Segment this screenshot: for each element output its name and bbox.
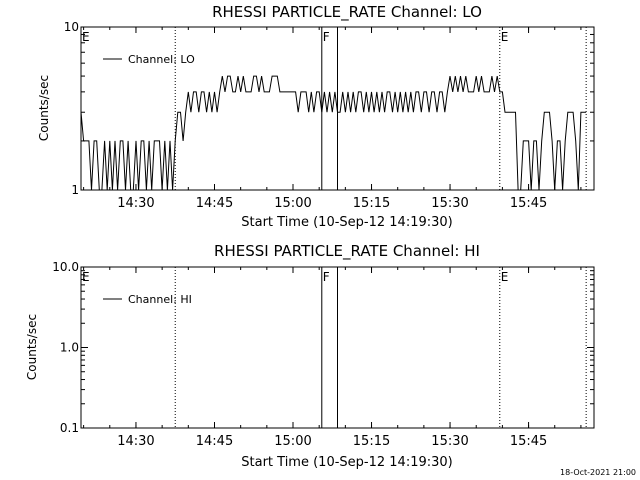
- chart-2-y-tick-label: 10.0: [52, 260, 79, 274]
- chart-1-x-tick-label: 14:45: [196, 196, 233, 211]
- chart-1-y-tick-label: 10: [64, 20, 79, 34]
- chart-2-y-tick-label: 1.0: [60, 341, 79, 355]
- chart-2-x-tick-label: 15:00: [274, 434, 311, 449]
- chart-2-ylabel: Counts/sec: [25, 314, 39, 380]
- chart-2-y-tick-label: 0.1: [60, 421, 79, 435]
- chart-2-x-tick-label: 15:45: [510, 434, 547, 449]
- chart-1-marker-label: E: [82, 30, 90, 44]
- chart-2-marker-label: F: [323, 270, 330, 284]
- chart-1-x-tick-label: 15:15: [353, 196, 390, 211]
- chart-1-marker-label: E: [501, 30, 509, 44]
- chart-2-legend-label: Channel: HI: [128, 293, 192, 306]
- chart-2-title: RHESSI PARTICLE_RATE Channel: HI: [214, 242, 480, 261]
- chart-1-legend-label: Channel: LO: [128, 53, 195, 66]
- chart-1-x-tick-label: 15:30: [431, 196, 468, 211]
- chart-1-series-1-line: [80, 75, 587, 191]
- chart-2-x-tick-label: 14:45: [196, 434, 233, 449]
- chart-2-marker-label: E: [501, 270, 509, 284]
- chart-1-title: RHESSI PARTICLE_RATE Channel: LO: [212, 3, 482, 22]
- chart-2-x-tick-label: 15:30: [431, 434, 468, 449]
- chart-1-x-tick-label: 15:45: [510, 196, 547, 211]
- chart-1-y-tick-label: 1: [71, 183, 79, 197]
- chart-1-ylabel: Counts/sec: [37, 75, 51, 141]
- chart-1-xlabel: Start Time (10-Sep-12 14:19:30): [241, 215, 452, 230]
- chart-2-marker-label: E: [82, 270, 90, 284]
- chart-1-x-tick-label: 15:00: [274, 196, 311, 211]
- footer-timestamp: 18-Oct-2021 21:00: [560, 468, 636, 477]
- chart-2-x-tick-label: 14:30: [117, 434, 154, 449]
- chart-2-x-tick-label: 15:15: [353, 434, 390, 449]
- chart-2-xlabel: Start Time (10-Sep-12 14:19:30): [241, 455, 452, 470]
- chart-1-x-tick-label: 14:30: [117, 196, 154, 211]
- chart-1-marker-label: F: [323, 30, 330, 44]
